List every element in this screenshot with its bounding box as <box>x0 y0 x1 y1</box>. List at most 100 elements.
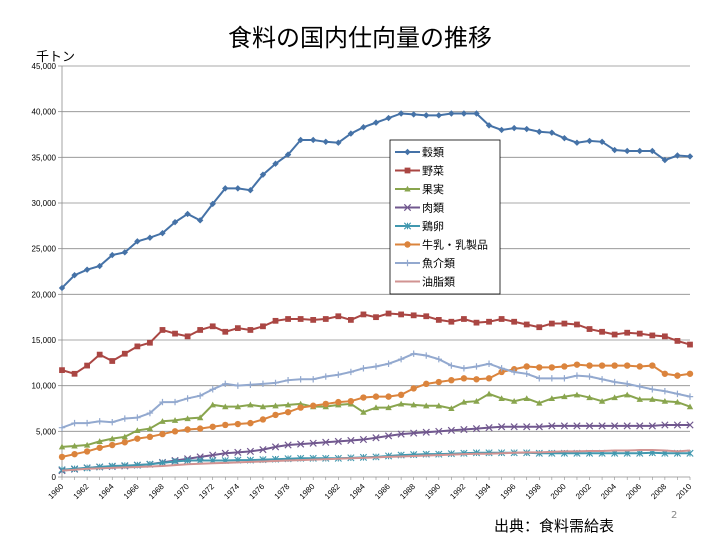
data-point <box>272 411 279 419</box>
data-point <box>510 423 518 431</box>
x-tick-label: 1964 <box>97 482 116 501</box>
data-point <box>423 402 430 409</box>
data-point <box>661 156 669 164</box>
x-tick-label: 1970 <box>172 482 191 501</box>
data-point <box>159 398 166 406</box>
x-tick-label: 1984 <box>348 482 367 501</box>
data-point <box>196 217 204 224</box>
data-point <box>146 409 154 417</box>
data-point <box>309 439 317 447</box>
x-tick-label: 1978 <box>273 482 292 501</box>
data-point <box>322 373 329 380</box>
data-point <box>586 373 593 380</box>
data-point <box>548 395 556 402</box>
data-point <box>510 397 518 404</box>
data-point <box>461 316 467 322</box>
data-point <box>172 330 178 337</box>
data-point <box>109 251 116 259</box>
data-point <box>171 417 179 423</box>
data-point <box>510 368 518 376</box>
data-point <box>322 138 329 146</box>
series-0 <box>58 110 694 292</box>
data-point <box>284 401 292 408</box>
legend-item: 牛乳・乳製品 <box>395 238 488 252</box>
data-point <box>636 147 643 155</box>
data-point <box>71 370 78 377</box>
data-point <box>372 393 380 400</box>
data-point <box>523 321 530 328</box>
data-point <box>397 400 405 407</box>
data-point <box>397 430 405 438</box>
data-point <box>297 376 304 383</box>
data-point <box>222 328 229 335</box>
data-point <box>359 435 368 444</box>
data-point <box>159 418 166 424</box>
data-point <box>373 314 379 321</box>
data-point <box>686 393 694 400</box>
data-point <box>134 238 141 245</box>
y-tick-label: 20,000 <box>32 290 57 299</box>
data-point <box>561 363 568 370</box>
data-point <box>221 449 229 457</box>
data-point <box>403 203 412 212</box>
data-point <box>398 311 404 318</box>
data-point <box>272 160 279 167</box>
data-point <box>384 432 393 440</box>
data-point <box>96 444 103 451</box>
series-2 <box>58 390 694 450</box>
data-point <box>473 376 480 383</box>
data-point <box>109 435 116 442</box>
data-point <box>674 152 681 159</box>
data-point <box>403 222 412 230</box>
data-point <box>687 341 693 348</box>
data-point <box>623 422 631 430</box>
legend-label: 鶏卵 <box>422 219 444 233</box>
data-point <box>96 438 103 444</box>
data-point <box>234 448 242 456</box>
y-tick-label: 10,000 <box>32 382 57 391</box>
data-point <box>360 123 367 131</box>
data-point <box>171 457 179 466</box>
data-point <box>84 362 90 369</box>
data-point <box>523 423 531 431</box>
data-point <box>209 386 216 393</box>
data-point <box>260 323 266 330</box>
data-point <box>661 387 669 395</box>
data-point <box>561 320 568 327</box>
data-point <box>548 375 556 382</box>
data-point <box>536 324 543 331</box>
data-point <box>447 426 455 435</box>
data-point <box>209 451 217 459</box>
x-tick-label: 2004 <box>599 482 618 501</box>
data-point <box>397 355 405 363</box>
data-point <box>259 403 267 410</box>
data-point <box>404 185 411 192</box>
data-point <box>310 136 317 144</box>
axes <box>58 65 691 480</box>
data-point <box>410 312 417 319</box>
y-tick-label: 0 <box>52 473 57 482</box>
data-point <box>661 421 669 429</box>
x-tick-label: 2008 <box>649 482 668 501</box>
y-tick-label: 45,000 <box>32 62 57 71</box>
data-point <box>147 339 153 346</box>
series-5 <box>58 361 694 461</box>
data-point <box>548 129 556 136</box>
data-point <box>536 375 543 382</box>
y-tick-label: 40,000 <box>32 108 57 117</box>
series-line <box>61 392 691 448</box>
data-point <box>285 316 291 322</box>
data-point <box>611 394 618 401</box>
grid-lines <box>62 65 690 432</box>
data-point <box>611 378 618 386</box>
data-point <box>234 403 242 410</box>
data-point <box>196 425 204 432</box>
data-point <box>460 375 468 382</box>
data-point <box>171 428 179 435</box>
data-point <box>83 266 91 273</box>
data-point <box>146 433 154 441</box>
legend-label: 油脂類 <box>422 275 455 289</box>
data-point <box>523 363 530 370</box>
data-point <box>548 422 556 430</box>
data-point <box>372 119 380 126</box>
